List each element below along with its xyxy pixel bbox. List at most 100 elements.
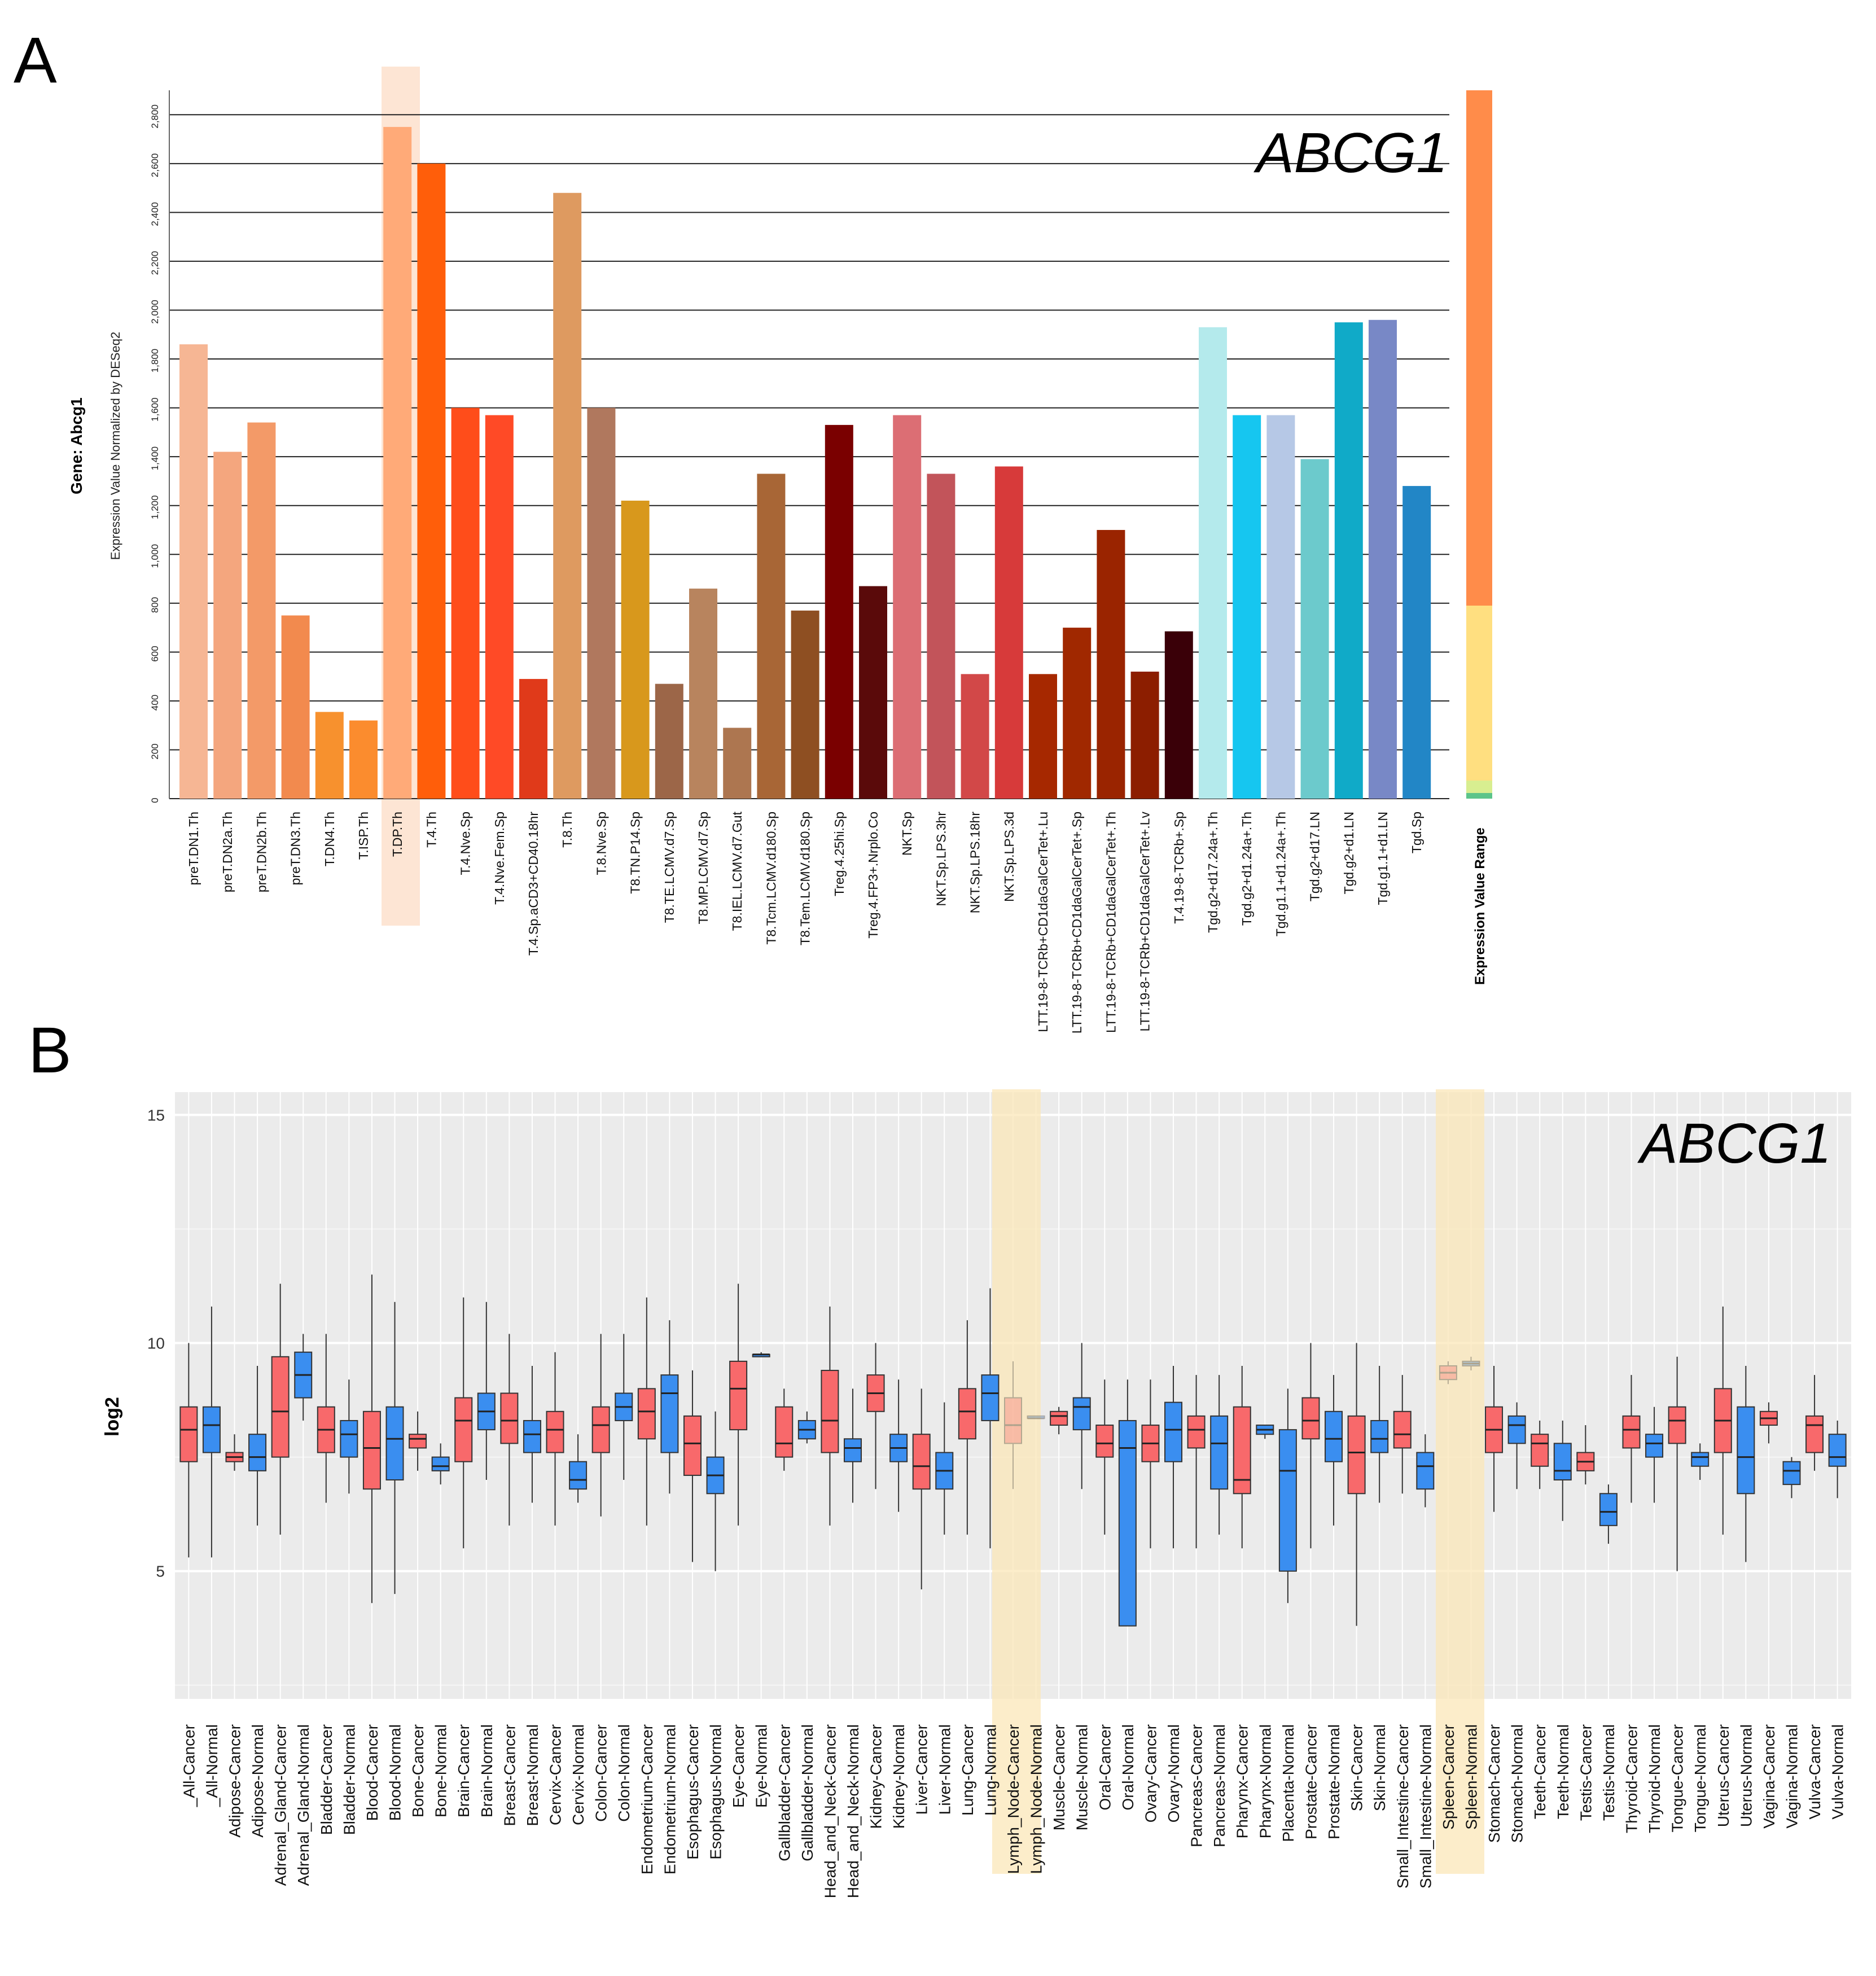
panel-a-category-label: Tgd.g2+d1.24a+.Th bbox=[1239, 812, 1254, 926]
panel-a-category-label: T.4.Th bbox=[424, 812, 439, 848]
box-skin-cancer bbox=[1347, 1343, 1366, 1626]
bar-nkt-sp bbox=[893, 415, 922, 799]
panel-a-category-label: T.4.Sp.aCD3+CD40.18hr bbox=[526, 812, 541, 956]
panel-b-category-label: Head_and_Neck-Normal bbox=[844, 1724, 862, 1898]
box-iqr bbox=[1737, 1406, 1755, 1495]
panel-b-category-label: Brain-Normal bbox=[478, 1724, 496, 1817]
panel-a-y-tick: 2,800 bbox=[150, 104, 160, 129]
panel-a-y-tick: 1,000 bbox=[150, 544, 160, 568]
box-stomach-cancer bbox=[1485, 1365, 1504, 1512]
panel-a-category-label: preT.DN3.Th bbox=[288, 812, 303, 885]
box-iqr bbox=[1072, 1397, 1091, 1431]
box-iqr bbox=[1691, 1452, 1710, 1467]
box-blood-normal bbox=[385, 1302, 404, 1594]
box-kidney-normal bbox=[889, 1379, 908, 1512]
panel-b-category-label: Teeth-Cancer bbox=[1531, 1724, 1549, 1819]
panel-a-category-label: preT.DN2a.Th bbox=[220, 812, 235, 892]
box-iqr bbox=[523, 1419, 541, 1453]
box-esophagus-normal bbox=[706, 1411, 725, 1571]
panel-a-category-label: T.4.19-8-TCRb+.Sp bbox=[1172, 812, 1186, 924]
box-eye-cancer bbox=[729, 1283, 748, 1526]
bar-t8-tem-lcmv-d180-sp bbox=[791, 610, 819, 799]
box-small-intestine-cancer bbox=[1393, 1375, 1412, 1494]
panel-b-category-label: Prostate-Normal bbox=[1325, 1724, 1343, 1839]
box-pharynx-cancer bbox=[1233, 1365, 1251, 1549]
panel-b-category-label: Kidney-Normal bbox=[890, 1724, 908, 1829]
bar-ltt-19-8-tcrb-cd1dagalcertet-sp bbox=[1063, 628, 1092, 799]
panel-b-category-label: Skin-Cancer bbox=[1348, 1724, 1366, 1811]
panel-b-category-label: Spleen-Cancer bbox=[1440, 1724, 1457, 1830]
panel-a-ylabel: Expression Value Normalized by DESeq2 bbox=[108, 332, 122, 560]
panel-a-category-label: NKT.Sp bbox=[900, 812, 914, 856]
panel-a-x-labels: preT.DN1.Th preT.DN2a.Th preT.DN2b.Th preT.… bbox=[186, 811, 1424, 1033]
panel-b-category-label: Ovary-Normal bbox=[1165, 1724, 1182, 1822]
panel-b-category-label: Kidney-Cancer bbox=[867, 1724, 885, 1829]
box-iqr bbox=[1622, 1415, 1641, 1449]
range-label: Expression Value Range bbox=[1472, 827, 1488, 985]
panel-b-category-label: Pharynx-Cancer bbox=[1234, 1724, 1251, 1838]
panel-a-y-tick: 2,400 bbox=[150, 202, 160, 226]
box-iqr bbox=[1027, 1415, 1045, 1419]
panel-a-category-label: T.8.Nve.Sp bbox=[594, 812, 608, 875]
panel-a-category-label: preT.DN2b.Th bbox=[254, 812, 269, 892]
bar-t-4-nve-fem-sp bbox=[485, 415, 514, 799]
panel-b-category-label: Adrenal_Gland-Cancer bbox=[272, 1724, 290, 1886]
box-breast-cancer bbox=[500, 1334, 519, 1526]
panel-b-category-label: Testis-Cancer bbox=[1577, 1724, 1594, 1821]
box-lung-cancer bbox=[958, 1320, 976, 1535]
box-gallbladder-cancer bbox=[775, 1388, 794, 1471]
box-iqr bbox=[409, 1434, 427, 1449]
box-iqr bbox=[660, 1374, 679, 1453]
box-iqr bbox=[1347, 1415, 1366, 1495]
box-iqr bbox=[1668, 1406, 1686, 1444]
panel-a-y-tick: 200 bbox=[150, 743, 160, 759]
panel-b-category-label: Gallbladder-Cancer bbox=[775, 1724, 793, 1861]
box-colon-cancer bbox=[591, 1334, 610, 1517]
panel-a-y-tick: 600 bbox=[150, 646, 160, 661]
box-ovary-normal bbox=[1164, 1365, 1183, 1549]
panel-b-category-label: _All-Normal bbox=[203, 1724, 221, 1807]
panel-b-category-label: Lymph_Node-Cancer bbox=[1005, 1724, 1022, 1874]
bar-t-4-th bbox=[417, 163, 446, 799]
box-pancreas-cancer bbox=[1187, 1375, 1206, 1549]
box-iqr bbox=[683, 1415, 702, 1476]
box-cervix-normal bbox=[569, 1434, 588, 1503]
box-breast-normal bbox=[523, 1365, 541, 1503]
box-bladder-cancer bbox=[317, 1334, 335, 1503]
box-iqr bbox=[1553, 1443, 1572, 1481]
box-ovary-cancer bbox=[1141, 1379, 1160, 1549]
panel-a-bars bbox=[179, 126, 1431, 799]
bar-ltt-19-8-tcrb-cd1dagalcertet-th bbox=[1097, 529, 1125, 799]
panel-a-category-label: Tgd.g2+d1.LN bbox=[1342, 812, 1356, 894]
panel-b-category-label: Colon-Normal bbox=[615, 1724, 633, 1822]
box-iqr bbox=[1416, 1452, 1435, 1490]
panel-a-category-label: LTT.19-8-TCRb+CD1daGalCerTet+.Lv bbox=[1138, 812, 1152, 1032]
panel-b-category-label: Lymph_Node-Normal bbox=[1028, 1724, 1045, 1874]
bar-nkt-sp-lps-3d bbox=[994, 466, 1023, 799]
bar-ltt-19-8-tcrb-cd1dagalcertet-lv bbox=[1130, 671, 1159, 799]
box-pharynx-normal bbox=[1256, 1425, 1274, 1439]
panel-a-y-tick: 2,200 bbox=[150, 251, 160, 275]
panel-a-y-tick: 2,000 bbox=[150, 300, 160, 324]
box-iqr bbox=[912, 1434, 931, 1490]
panel-b-category-label: Pancreas-Normal bbox=[1211, 1724, 1228, 1847]
box-muscle-normal bbox=[1072, 1343, 1091, 1489]
panel-b-category-label: Oral-Cancer bbox=[1096, 1724, 1114, 1810]
panel-b-category-label: Endometrium-Cancer bbox=[638, 1724, 656, 1874]
panel-b-category-label: Pharynx-Normal bbox=[1256, 1724, 1274, 1838]
panel-a-category-label: T8.TE.LCMV.d7.Sp bbox=[662, 812, 677, 923]
box-prostate-normal bbox=[1325, 1375, 1343, 1526]
range-segment-min bbox=[1466, 793, 1492, 799]
panel-a-category-label: T.8.Th bbox=[560, 812, 575, 848]
box-iqr bbox=[546, 1410, 564, 1453]
panel-b-category-label: Prostate-Cancer bbox=[1302, 1724, 1320, 1839]
panel-a-y-tick: 0 bbox=[150, 798, 160, 803]
bar-treg-4-25hi-sp bbox=[825, 424, 853, 799]
panel-b-category-label: Breast-Cancer bbox=[501, 1724, 518, 1826]
panel-b-category-label: Gallbladder-Normal bbox=[799, 1724, 816, 1861]
panel-b-boxes bbox=[179, 1274, 1847, 1627]
panel-a-category-label: T.4.Nve.Sp bbox=[458, 812, 473, 875]
panel-b-category-label: Cervix-Cancer bbox=[547, 1724, 564, 1825]
bar-treg-4-fp3-nrplo-co bbox=[859, 586, 887, 799]
panel-b-category-label: Uterus-Normal bbox=[1737, 1724, 1755, 1827]
